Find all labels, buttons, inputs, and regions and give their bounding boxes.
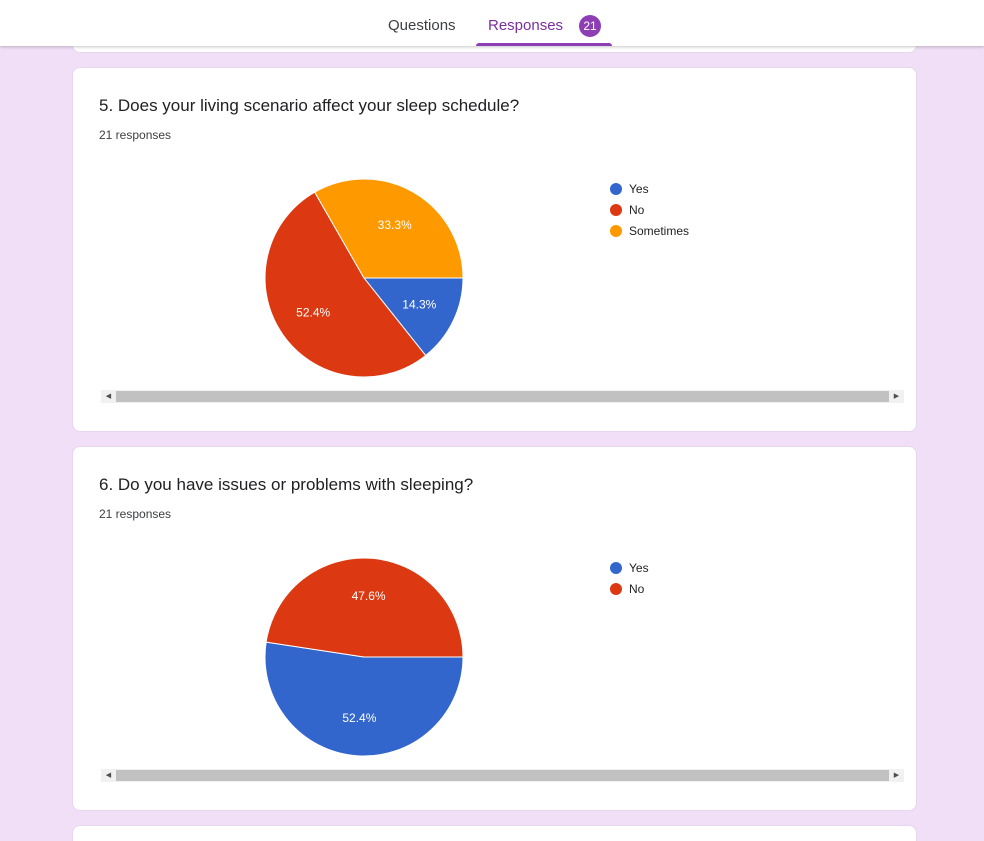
legend-dot-yes	[610, 561, 622, 574]
pie-slice-sometimes[interactable]	[313, 178, 464, 279]
question-card-6: 6. Do you have issues or problems with s…	[72, 446, 917, 811]
scroll-right-icon[interactable]: ▶	[893, 772, 900, 779]
pie-slice-no[interactable]	[264, 191, 427, 378]
top-tab-bar: Questions Responses 21	[0, 0, 984, 46]
scrollbar-thumb[interactable]	[116, 770, 889, 781]
scroll-left-icon[interactable]: ◀	[105, 393, 112, 400]
pie-slice-label: 52.4%	[296, 306, 330, 320]
horizontal-scrollbar[interactable]: ◀ ▶	[101, 390, 904, 403]
legend-item-sometimes: Sometimes	[610, 220, 689, 241]
next-question-card	[72, 825, 917, 841]
tab-responses[interactable]: Responses 21	[476, 0, 612, 46]
legend-label: Yes	[629, 560, 649, 575]
legend-dot-sometimes	[610, 224, 622, 237]
pie-slice-label: 14.3%	[402, 298, 436, 312]
horizontal-scrollbar[interactable]: ◀ ▶	[101, 769, 904, 782]
response-count: 21 responses	[99, 507, 172, 521]
scroll-right-icon[interactable]: ▶	[893, 393, 900, 400]
legend-item-yes: Yes	[610, 557, 649, 578]
legend-label: Yes	[629, 181, 649, 196]
response-count: 21 responses	[99, 128, 172, 142]
legend-label: Sometimes	[629, 223, 690, 238]
question-title: 6. Do you have issues or problems with s…	[99, 475, 474, 494]
chart-legend: Yes No	[610, 557, 649, 599]
legend-dot-no	[610, 582, 622, 595]
scrollbar-thumb[interactable]	[116, 391, 889, 402]
tab-questions[interactable]: Questions	[388, 17, 456, 34]
legend-item-no: No	[610, 578, 649, 599]
question-title: 5. Does your living scenario affect your…	[99, 96, 520, 115]
pie-chart: 14.3% 52.4% 33.3%	[264, 178, 464, 378]
legend-item-yes: Yes	[610, 178, 689, 199]
chart-legend: Yes No Sometimes	[610, 178, 689, 241]
legend-label: No	[629, 202, 645, 217]
legend-label: No	[629, 581, 645, 596]
legend-dot-no	[610, 203, 622, 216]
pie-chart: 52.4% 47.6%	[264, 557, 464, 757]
question-card-5: 5. Does your living scenario affect your…	[72, 67, 917, 432]
active-tab-indicator	[476, 43, 612, 46]
pie-slice-no[interactable]	[265, 557, 464, 658]
responses-count-badge: 21	[579, 15, 601, 37]
tab-responses-label: Responses	[488, 17, 564, 34]
legend-dot-yes	[610, 182, 622, 195]
pie-slice-yes[interactable]	[264, 641, 464, 757]
scroll-left-icon[interactable]: ◀	[105, 772, 112, 779]
pie-slice-label: 33.3%	[378, 218, 412, 232]
legend-item-no: No	[610, 199, 689, 220]
pie-slice-label: 52.4%	[342, 711, 376, 725]
pie-slice-yes[interactable]	[362, 277, 464, 357]
pie-slice-label: 47.6%	[352, 589, 386, 603]
